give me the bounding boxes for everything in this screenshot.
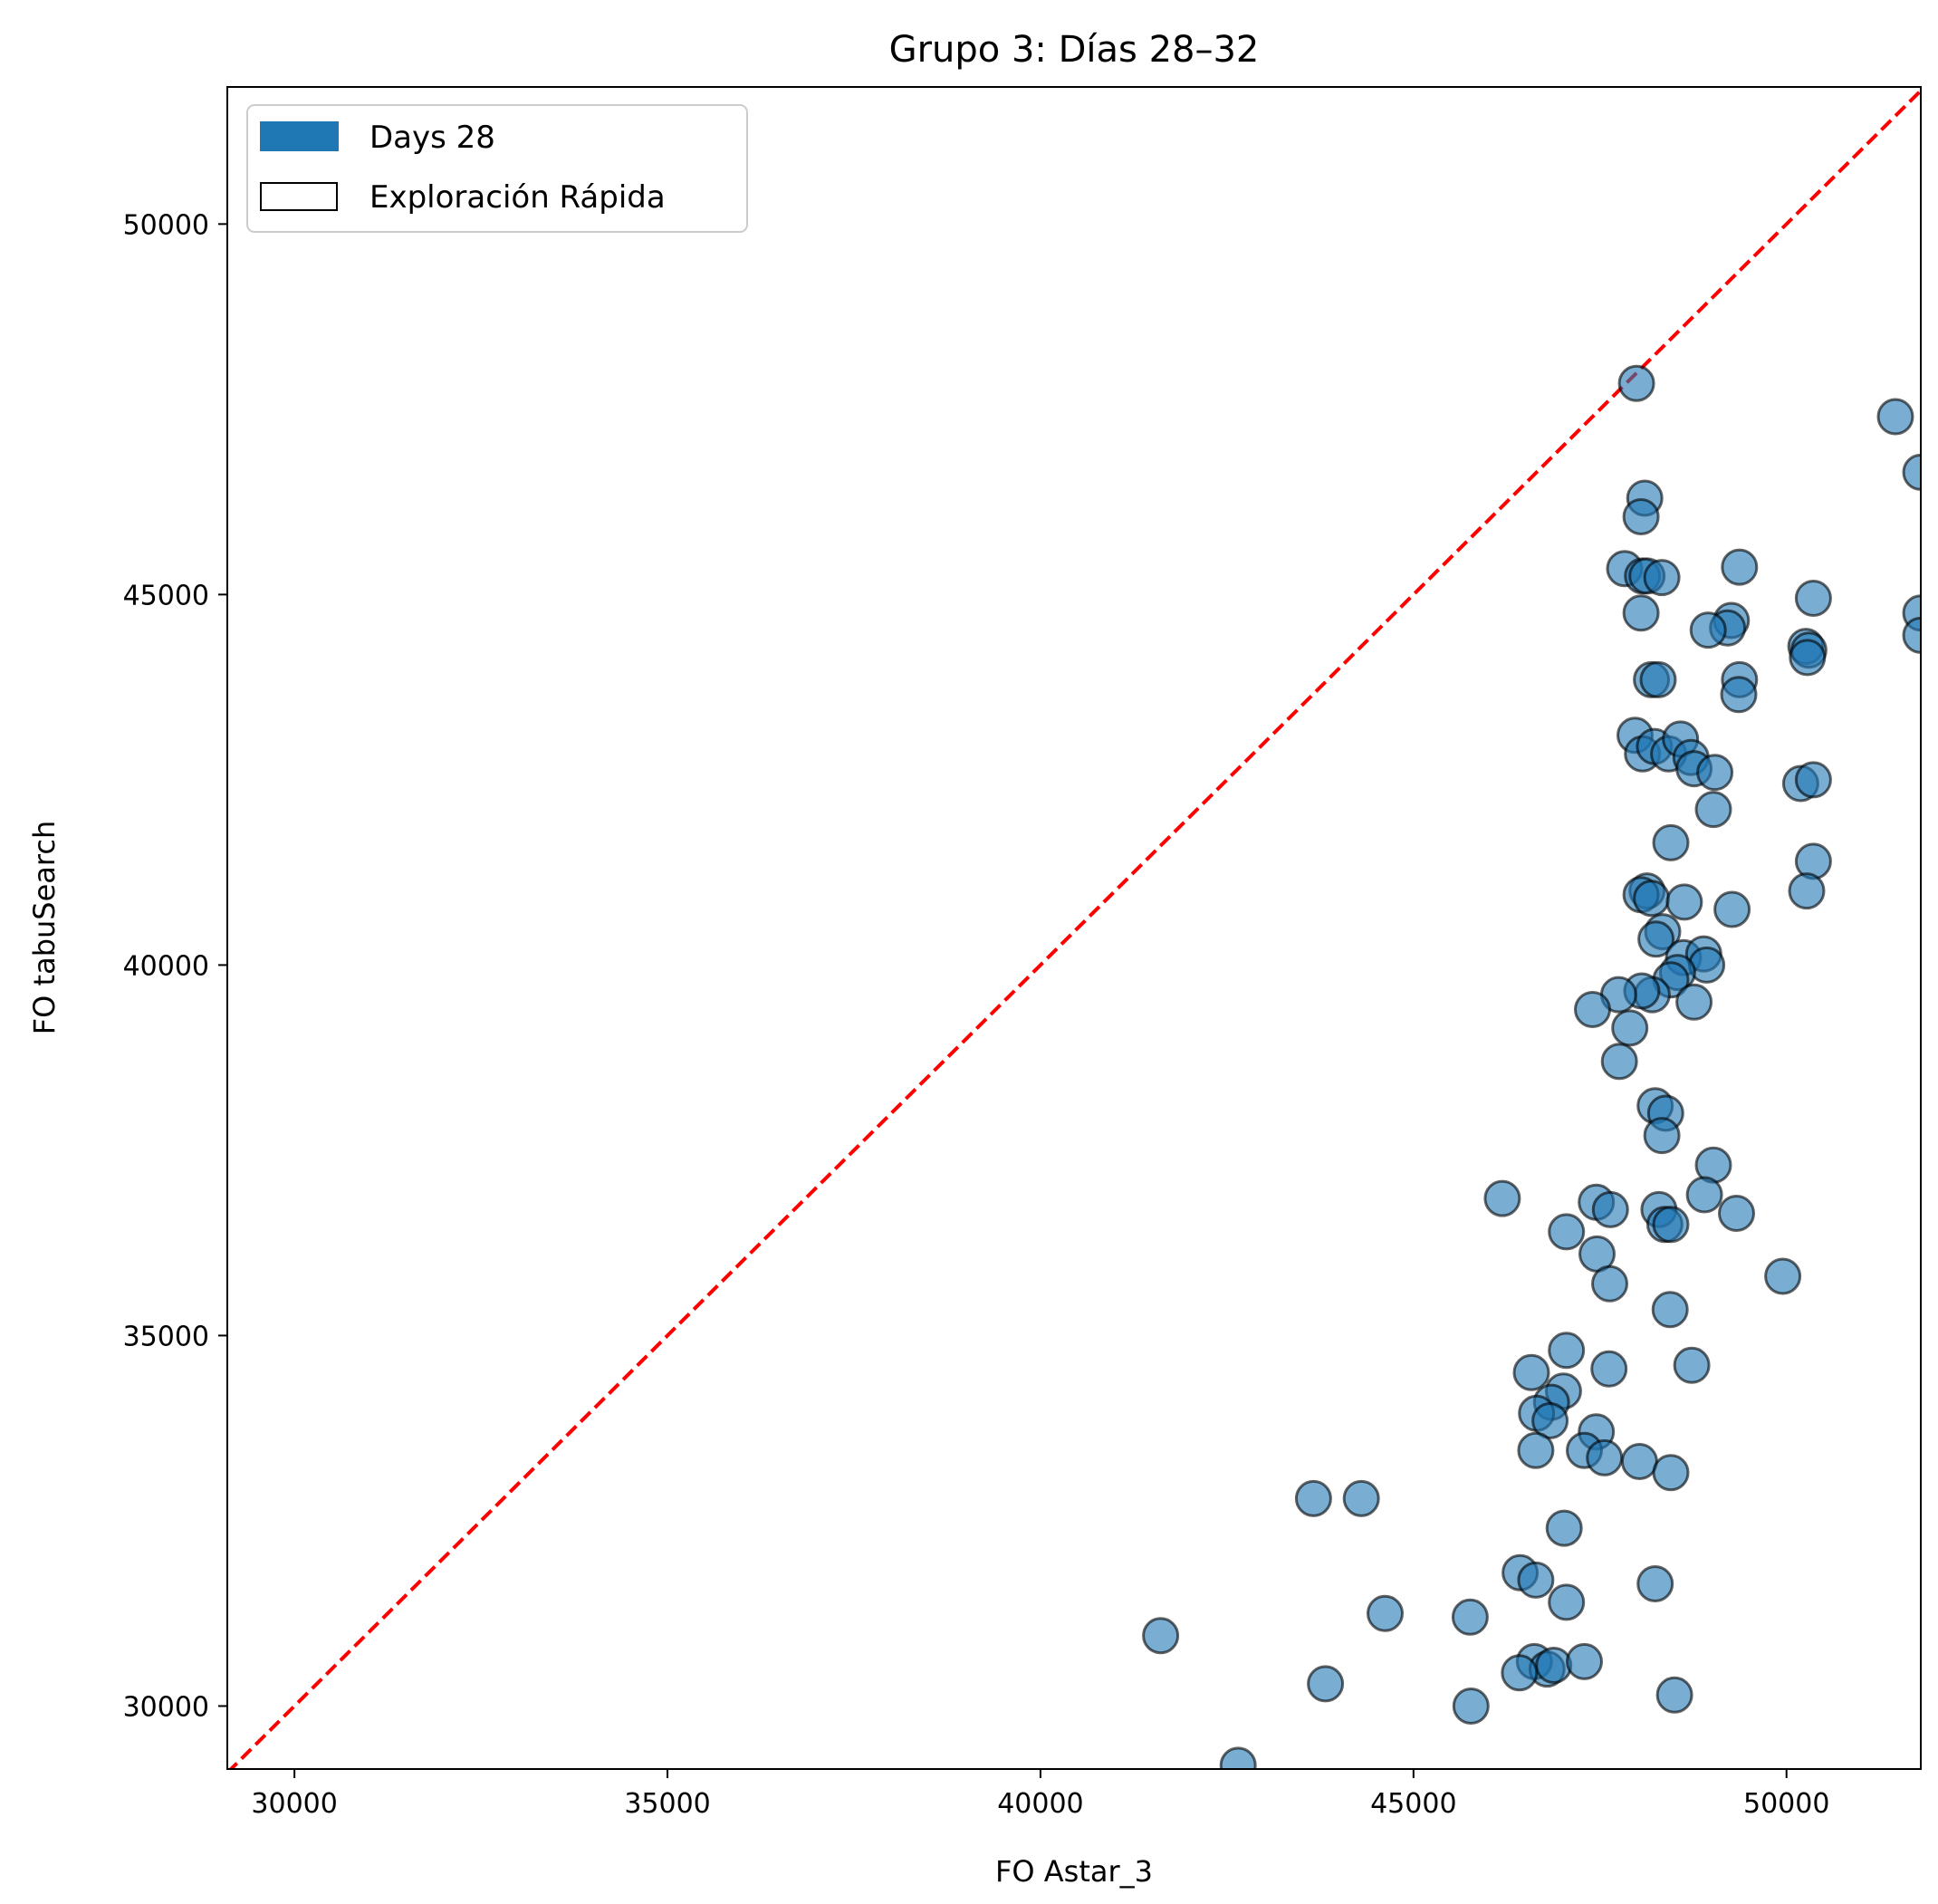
data-point (1764, 1257, 1802, 1295)
data-point (1367, 1594, 1404, 1632)
data-point (1689, 611, 1727, 649)
data-point (1600, 1043, 1638, 1081)
legend-label-exploracion-rapida: Exploración Rápida (369, 179, 666, 216)
x-axis-label: FO Astar_3 (995, 1854, 1153, 1889)
data-point (1652, 823, 1690, 861)
data-point (1639, 660, 1677, 698)
data-point (1720, 676, 1758, 714)
data-point (1548, 1213, 1586, 1251)
y-axis-ticks: 30000 35000 40000 45000 50000 (123, 209, 227, 1723)
data-point (1655, 1676, 1693, 1714)
data-point (1452, 1688, 1490, 1725)
data-point (1673, 1346, 1711, 1384)
y-tick-label: 30000 (123, 1691, 209, 1723)
data-point (1788, 872, 1826, 910)
data-point (1535, 1647, 1573, 1684)
data-point (1142, 1617, 1180, 1655)
data-point (1652, 1206, 1690, 1244)
data-point (1517, 1431, 1555, 1469)
data-point (1622, 594, 1660, 632)
data-point (1611, 1009, 1649, 1047)
data-point (1566, 1642, 1603, 1680)
data-point (1219, 1746, 1257, 1769)
legend-swatch-exploracion-rapida (260, 182, 338, 211)
data-point (1789, 639, 1827, 677)
data-point (1637, 920, 1675, 958)
x-axis-ticks: 30000 35000 40000 45000 50000 (251, 1769, 1829, 1820)
data-point (1590, 1350, 1628, 1388)
x-tick-label: 50000 (1743, 1788, 1829, 1820)
data-point (1531, 1402, 1569, 1439)
data-point (1617, 364, 1655, 402)
data-point (1586, 1438, 1624, 1476)
data-point (1794, 761, 1832, 799)
data-point (1591, 1190, 1629, 1228)
y-tick-label: 50000 (123, 209, 209, 241)
legend: Days 28 Exploración Rápida (246, 104, 748, 233)
data-point (1501, 1654, 1539, 1692)
x-tick-label: 40000 (997, 1788, 1083, 1820)
y-tick-label: 35000 (123, 1321, 209, 1352)
data-point (1512, 1353, 1550, 1391)
data-point (1876, 398, 1914, 436)
y-axis-label: FO tabuSearch (27, 821, 62, 1034)
data-point (1548, 1583, 1586, 1621)
data-point (1718, 1195, 1755, 1232)
x-tick-label: 45000 (1370, 1788, 1456, 1820)
data-point (1675, 983, 1713, 1021)
data-point (1591, 1265, 1628, 1303)
data-point (1651, 1291, 1689, 1329)
data-point (1694, 791, 1732, 829)
legend-swatch-days-28 (260, 121, 339, 151)
data-point (1574, 991, 1611, 1028)
data-point (1685, 1176, 1723, 1214)
data-point (1633, 880, 1671, 918)
data-point (1294, 1479, 1332, 1517)
data-point (1902, 453, 1921, 491)
data-points (1142, 364, 1921, 1769)
data-point (1643, 1117, 1681, 1155)
legend-box (246, 104, 748, 233)
data-point (1620, 1443, 1658, 1480)
data-point (1622, 498, 1660, 535)
data-point (1696, 754, 1734, 792)
data-point (1517, 1561, 1555, 1599)
data-point (1483, 1179, 1521, 1217)
data-point (1342, 1479, 1380, 1517)
data-point (1548, 1332, 1586, 1370)
x-tick-label: 35000 (624, 1788, 710, 1820)
data-point (1545, 1509, 1583, 1547)
data-point (1636, 1565, 1674, 1602)
data-point (1307, 1665, 1345, 1703)
data-point (1652, 1454, 1690, 1492)
x-tick-label: 30000 (251, 1788, 337, 1820)
y-tick-label: 40000 (123, 950, 209, 982)
data-point (1721, 548, 1759, 586)
y-tick-label: 45000 (123, 580, 209, 611)
plot-area-frame (226, 86, 1922, 1770)
data-point (1643, 559, 1681, 597)
data-point (1794, 580, 1832, 617)
legend-label-days-28: Days 28 (369, 120, 495, 156)
data-point (1665, 883, 1703, 921)
data-point (1713, 890, 1751, 928)
data-point (1902, 616, 1921, 654)
chart-title: Grupo 3: Días 28–32 (889, 29, 1260, 71)
data-point (1451, 1598, 1489, 1636)
